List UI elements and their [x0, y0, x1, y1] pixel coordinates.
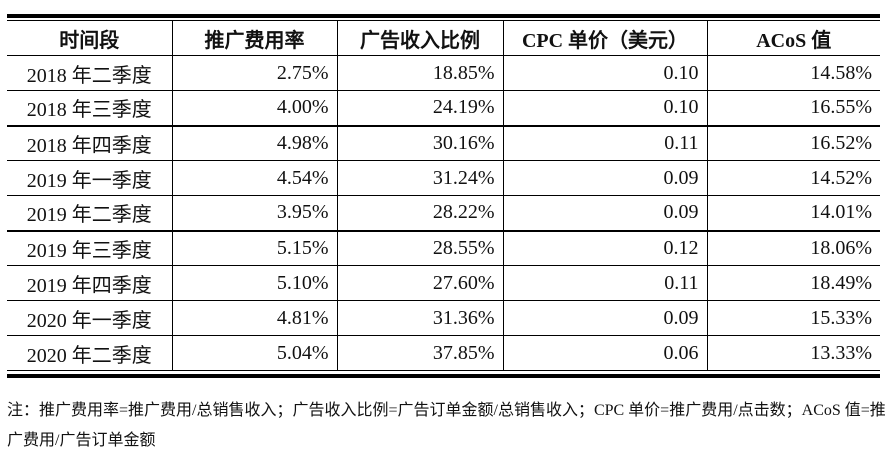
cell-ad-revenue-ratio: 28.55%	[336, 230, 504, 266]
cell-period: 2019 年三季度	[7, 230, 173, 266]
cell-acos: 16.55%	[706, 90, 880, 127]
cell-acos: 15.33%	[706, 300, 880, 336]
cell-cpc: 0.06	[502, 335, 708, 371]
cell-period: 2020 年二季度	[7, 335, 173, 371]
table-row: 2018 年三季度 4.00% 24.19% 0.10 16.55%	[7, 90, 880, 127]
cell-acos: 16.52%	[706, 125, 880, 161]
cell-period: 2020 年一季度	[7, 300, 173, 336]
cell-ad-revenue-ratio: 28.22%	[336, 195, 504, 232]
cell-promo-rate: 5.10%	[171, 265, 338, 301]
cell-period: 2019 年一季度	[7, 160, 173, 196]
cell-cpc: 0.09	[502, 160, 708, 196]
bottom-rule	[7, 374, 880, 378]
data-table: 时间段 推广费用率 广告收入比例 CPC 单价（美元） ACoS 值 2018 …	[7, 20, 880, 371]
table-row: 2019 年四季度 5.10% 27.60% 0.11 18.49%	[7, 265, 880, 301]
cell-promo-rate: 4.81%	[171, 300, 338, 336]
cell-acos: 14.01%	[706, 195, 880, 232]
cell-cpc: 0.09	[502, 195, 708, 232]
cell-period: 2019 年四季度	[7, 265, 173, 301]
table-row: 2019 年一季度 4.54% 31.24% 0.09 14.52%	[7, 160, 880, 196]
header-ad-revenue-ratio: 广告收入比例	[336, 20, 504, 56]
cell-promo-rate: 4.54%	[171, 160, 338, 196]
cell-period: 2019 年二季度	[7, 195, 173, 232]
cell-cpc: 0.09	[502, 300, 708, 336]
table-row: 2020 年一季度 4.81% 31.36% 0.09 15.33%	[7, 300, 880, 336]
cell-cpc: 0.11	[502, 125, 708, 161]
cell-ad-revenue-ratio: 24.19%	[336, 90, 504, 127]
cell-cpc: 0.10	[502, 55, 708, 91]
cell-acos: 14.58%	[706, 55, 880, 91]
cell-period: 2018 年三季度	[7, 90, 173, 127]
cell-acos: 18.06%	[706, 230, 880, 266]
top-rule	[7, 14, 880, 18]
table-row: 2018 年二季度 2.75% 18.85% 0.10 14.58%	[7, 55, 880, 91]
cell-ad-revenue-ratio: 27.60%	[336, 265, 504, 301]
table-row: 2018 年四季度 4.98% 30.16% 0.11 16.52%	[7, 125, 880, 161]
cell-period: 2018 年二季度	[7, 55, 173, 91]
table-note: 注：推广费用率=推广费用/总销售收入；广告收入比例=广告订单金额/总销售收入；C…	[7, 402, 886, 449]
cell-acos: 14.52%	[706, 160, 880, 196]
header-period: 时间段	[7, 20, 173, 56]
cell-cpc: 0.12	[502, 230, 708, 266]
header-acos: ACoS 值	[706, 20, 880, 56]
header-promo-rate: 推广费用率	[171, 20, 338, 56]
cell-cpc: 0.10	[502, 90, 708, 127]
cell-period: 2018 年四季度	[7, 125, 173, 161]
table-row: 2019 年三季度 5.15% 28.55% 0.12 18.06%	[7, 230, 880, 266]
cell-promo-rate: 3.95%	[171, 195, 338, 232]
cell-acos: 18.49%	[706, 265, 880, 301]
cell-promo-rate: 4.98%	[171, 125, 338, 161]
cell-acos: 13.33%	[706, 335, 880, 371]
header-row: 时间段 推广费用率 广告收入比例 CPC 单价（美元） ACoS 值	[7, 20, 880, 56]
cell-ad-revenue-ratio: 37.85%	[336, 335, 504, 371]
data-table-container: 时间段 推广费用率 广告收入比例 CPC 单价（美元） ACoS 值 2018 …	[7, 14, 880, 378]
table-row: 2019 年二季度 3.95% 28.22% 0.09 14.01%	[7, 195, 880, 232]
cell-ad-revenue-ratio: 31.36%	[336, 300, 504, 336]
cell-ad-revenue-ratio: 31.24%	[336, 160, 504, 196]
cell-cpc: 0.11	[502, 265, 708, 301]
cell-promo-rate: 5.04%	[171, 335, 338, 371]
cell-promo-rate: 4.00%	[171, 90, 338, 127]
header-cpc: CPC 单价（美元）	[502, 20, 708, 56]
cell-ad-revenue-ratio: 18.85%	[336, 55, 504, 91]
cell-ad-revenue-ratio: 30.16%	[336, 125, 504, 161]
table-row: 2020 年二季度 5.04% 37.85% 0.06 13.33%	[7, 335, 880, 371]
cell-promo-rate: 5.15%	[171, 230, 338, 266]
cell-promo-rate: 2.75%	[171, 55, 338, 91]
